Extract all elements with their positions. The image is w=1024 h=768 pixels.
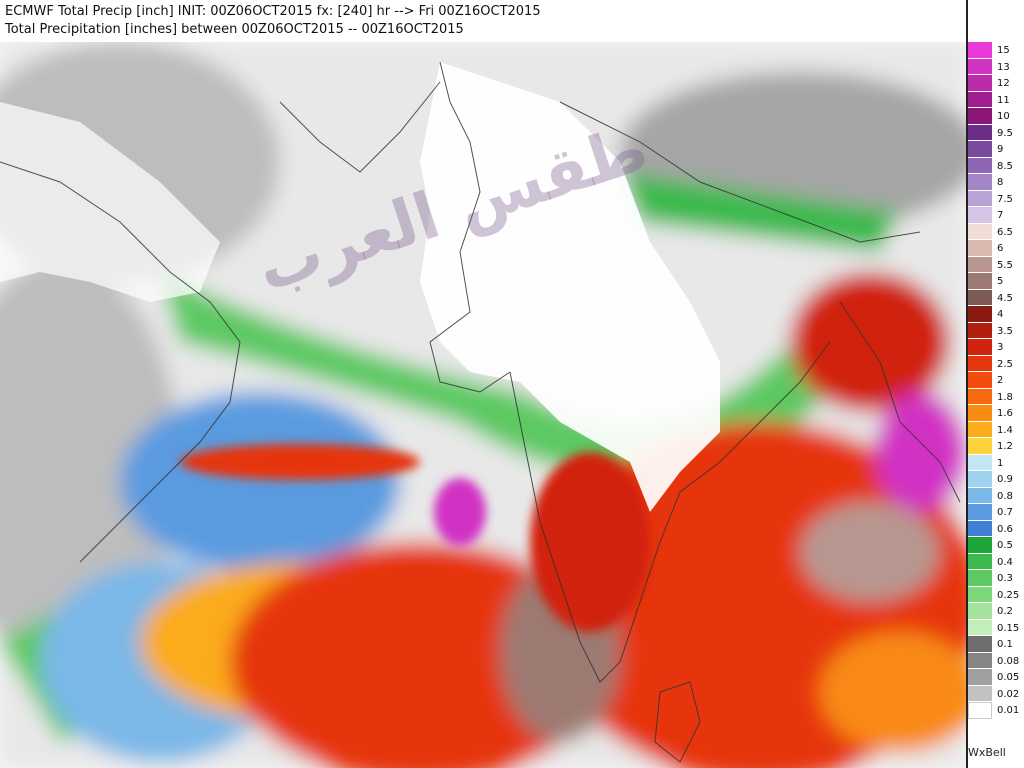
legend-swatch	[968, 405, 992, 422]
legend-label: 0.05	[997, 672, 1020, 683]
legend-swatch	[968, 58, 992, 75]
brand-label: WxBell	[968, 746, 1006, 759]
legend-swatch	[968, 603, 992, 620]
legend-label: 1.4	[997, 424, 1013, 436]
legend-swatch	[968, 421, 992, 438]
legend-label: 1	[997, 457, 1004, 469]
legend-swatch	[968, 322, 992, 339]
legend-label: 11	[997, 94, 1010, 106]
legend-swatch	[968, 108, 992, 125]
legend-swatch	[968, 454, 992, 471]
legend-swatch	[968, 619, 992, 636]
color-legend: 15 13 12 11 10 9.5 9 8.5 8 7.5 7 6.5 6 5.5 5 4.5 4 3.5 3 2.…	[968, 42, 1024, 768]
legend-label: 7	[997, 210, 1004, 221]
legend-label: 0.7	[997, 507, 1013, 518]
legend-swatch	[968, 570, 992, 587]
legend-swatch	[968, 702, 992, 719]
legend-label: 0.15	[997, 622, 1020, 634]
legend-label: 13	[997, 61, 1010, 73]
legend-swatch	[968, 438, 992, 455]
legend-label: 1.8	[997, 391, 1013, 403]
legend-swatch	[968, 306, 992, 323]
legend-swatch	[968, 190, 992, 207]
frame-divider	[966, 0, 968, 768]
legend-label: 0.6	[997, 523, 1013, 535]
legend-label: 4.5	[997, 292, 1013, 304]
legend-swatch	[968, 685, 992, 702]
precipitation-map: طقس العرب	[0, 42, 966, 768]
legend-swatch	[968, 537, 992, 554]
chart-title: ECMWF Total Precip [inch] INIT: 00Z06OCT…	[5, 4, 541, 19]
legend-label: 4	[997, 309, 1004, 320]
legend-swatch	[968, 124, 992, 141]
legend-swatch	[968, 504, 992, 521]
legend-swatch	[968, 273, 992, 290]
legend-label: 5.5	[997, 259, 1013, 271]
legend-label: 0.5	[997, 540, 1013, 551]
legend-swatch	[968, 636, 992, 653]
legend-label: 6.5	[997, 226, 1013, 238]
legend-label: 0.4	[997, 556, 1013, 568]
legend-swatch	[968, 91, 992, 108]
legend-swatch	[968, 207, 992, 224]
legend-label: 2.5	[997, 358, 1013, 370]
legend-swatch	[968, 669, 992, 686]
legend-label: 6	[997, 243, 1004, 254]
legend-swatch	[968, 289, 992, 306]
legend-label: 0.02	[997, 688, 1020, 700]
legend-label: 8	[997, 177, 1004, 188]
legend-label: 0.1	[997, 639, 1013, 650]
legend-label: 0.25	[997, 589, 1020, 601]
legend-label: 1.6	[997, 408, 1013, 419]
legend-label: 8.5	[997, 160, 1013, 172]
legend-swatch	[968, 388, 992, 405]
legend-swatch	[968, 652, 992, 669]
legend-label: 7.5	[997, 193, 1013, 205]
legend-swatch	[968, 355, 992, 372]
legend-label: 0.2	[997, 606, 1013, 617]
legend-swatch	[968, 223, 992, 240]
legend-label: 0.08	[997, 655, 1020, 667]
legend-swatch	[968, 174, 992, 191]
chart-subtitle: Total Precipitation [inches] between 00Z…	[5, 22, 464, 37]
legend-label: 10	[997, 111, 1010, 122]
legend-swatch	[968, 339, 992, 356]
legend-swatch	[968, 240, 992, 257]
legend-swatch	[968, 372, 992, 389]
legend-swatch	[968, 157, 992, 174]
legend-swatch	[968, 141, 992, 158]
legend-label: 9	[997, 144, 1004, 155]
legend-label: 15	[997, 45, 1010, 56]
legend-label: 9.5	[997, 127, 1013, 139]
legend-label: 1.2	[997, 441, 1013, 452]
legend-swatch	[968, 75, 992, 92]
legend-label: 3.5	[997, 325, 1013, 337]
legend-swatch	[968, 471, 992, 488]
legend-label: 0.9	[997, 474, 1013, 485]
legend-swatch	[968, 520, 992, 537]
legend-label: 5	[997, 276, 1004, 287]
legend-label: 0.8	[997, 490, 1013, 502]
legend-swatch	[968, 553, 992, 570]
header: ECMWF Total Precip [inch] INIT: 00Z06OCT…	[0, 0, 968, 42]
legend-label: 0.01	[997, 705, 1020, 716]
legend-swatch	[968, 586, 992, 603]
legend-label: 0.3	[997, 573, 1013, 584]
legend-label: 12	[997, 78, 1010, 89]
legend-swatch	[968, 256, 992, 273]
legend-swatch	[968, 42, 992, 59]
legend-swatch	[968, 487, 992, 504]
legend-label: 3	[997, 342, 1004, 353]
legend-label: 2	[997, 375, 1004, 386]
